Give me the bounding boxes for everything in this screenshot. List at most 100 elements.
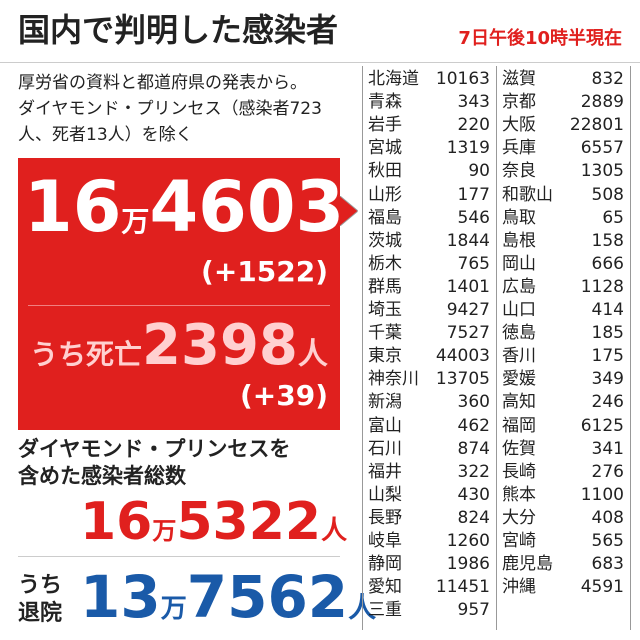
prefecture: 石川 [368, 438, 402, 459]
prefecture: 愛媛 [502, 369, 536, 390]
prefecture: 宮城 [368, 138, 402, 159]
prefecture: 長崎 [502, 461, 536, 482]
total-man: 16 [24, 166, 122, 248]
count: 462 [457, 415, 490, 436]
count: 1128 [580, 276, 624, 297]
header [0, 0, 640, 63]
unit: 万 [152, 517, 177, 545]
prefecture: 三重 [368, 600, 402, 621]
note-line: ダイヤモンド・プリンセス（感染者723 [18, 99, 322, 119]
count: 90 [468, 161, 490, 182]
prefecture: 茨城 [368, 230, 402, 251]
count: 874 [457, 438, 490, 459]
deaths-number: 2398 [142, 313, 298, 378]
prefecture: 山口 [502, 300, 536, 320]
man: 16 [80, 492, 153, 552]
count: 175 [591, 346, 624, 367]
label-line: 含めた感染者総数 [18, 464, 186, 488]
count: 546 [457, 207, 490, 228]
prefecture: 熊本 [502, 484, 536, 505]
table-border [496, 66, 497, 630]
prefecture: 静岡 [368, 554, 402, 575]
prefecture: 岐阜 [368, 531, 402, 551]
count: 22801 [569, 115, 624, 136]
count: 1986 [446, 554, 490, 575]
count: 1401 [446, 276, 490, 297]
prefecture: 徳島 [502, 323, 536, 344]
prefecture: 山梨 [368, 484, 402, 505]
count: 220 [457, 115, 490, 136]
prefecture: 岡山 [502, 253, 536, 274]
prefecture: 大阪 [502, 115, 536, 136]
prefecture: 東京 [368, 346, 402, 367]
note-line: 厚労省の資料と都道府県の発表から。 [18, 73, 307, 93]
table-border [630, 66, 631, 630]
prefecture: 山形 [368, 184, 402, 205]
unit: 万 [160, 594, 187, 624]
count: 11451 [435, 577, 490, 598]
count: 1100 [580, 484, 624, 505]
label-line: ダイヤモンド・プリンセスを [18, 437, 291, 461]
prefecture: 大分 [502, 507, 536, 528]
prefecture: 香川 [502, 346, 536, 367]
prefecture: 佐賀 [502, 438, 536, 459]
prefecture: 秋田 [368, 161, 402, 182]
prefecture: 兵庫 [502, 138, 536, 159]
count: 824 [457, 507, 490, 528]
prefecture: 神奈川 [368, 369, 419, 390]
unit: 人 [344, 201, 377, 239]
count: 565 [591, 531, 624, 551]
divider [18, 556, 340, 557]
divider [28, 305, 330, 306]
count: 360 [457, 392, 490, 413]
prefecture: 長野 [368, 507, 402, 528]
prefecture: 富山 [368, 415, 402, 436]
note: 厚労省の資料と都道府県の発表から。 ダイヤモンド・プリンセス（感染者723 人、… [18, 70, 322, 148]
deaths-delta: (+39) [239, 379, 328, 412]
count: 408 [591, 507, 624, 528]
prefecture: 沖縄 [502, 577, 536, 598]
prefecture: 宮崎 [502, 531, 536, 551]
total-delta: (+1522) [201, 255, 328, 288]
prefecture: 広島 [502, 276, 536, 297]
count: 276 [591, 461, 624, 482]
prefecture: 高知 [502, 392, 536, 413]
count: 765 [457, 253, 490, 274]
prefecture: 和歌山 [502, 184, 553, 205]
count: 832 [591, 69, 624, 89]
rest: 5322 [176, 492, 322, 552]
deaths: うち死亡 2398 人 [30, 318, 328, 374]
label-line: 退院 [18, 601, 63, 626]
count: 158 [591, 230, 624, 251]
prefecture: 栃木 [368, 253, 402, 274]
count: 343 [457, 92, 490, 113]
prefecture: 青森 [368, 92, 402, 113]
count: 44003 [435, 346, 490, 367]
prefecture: 鹿児島 [502, 554, 553, 575]
count: 246 [591, 392, 624, 413]
title: 国内で判明した感染者 [18, 11, 339, 49]
prefecture: 鳥取 [502, 207, 536, 228]
prefecture: 奈良 [502, 161, 536, 182]
note-line: 人、死者13人）を除く [18, 125, 193, 145]
prefecture: 埼玉 [368, 300, 402, 320]
count: 6125 [580, 415, 624, 436]
rest: 7562 [186, 563, 349, 631]
count: 957 [457, 600, 490, 621]
count: 414 [591, 300, 624, 320]
count: 1319 [446, 138, 490, 159]
count: 6557 [580, 138, 624, 159]
count: 683 [591, 554, 624, 575]
count: 13705 [435, 369, 490, 390]
count: 508 [591, 184, 624, 205]
count: 430 [457, 484, 490, 505]
prefecture: 千葉 [368, 323, 402, 344]
with-ship-total: 16 万 5322 人 [80, 496, 347, 548]
count: 2889 [580, 92, 624, 113]
count: 185 [591, 323, 624, 344]
unit: 人 [321, 516, 348, 546]
count: 341 [591, 438, 624, 459]
prefecture: 福井 [368, 461, 402, 482]
count: 65 [602, 207, 624, 228]
